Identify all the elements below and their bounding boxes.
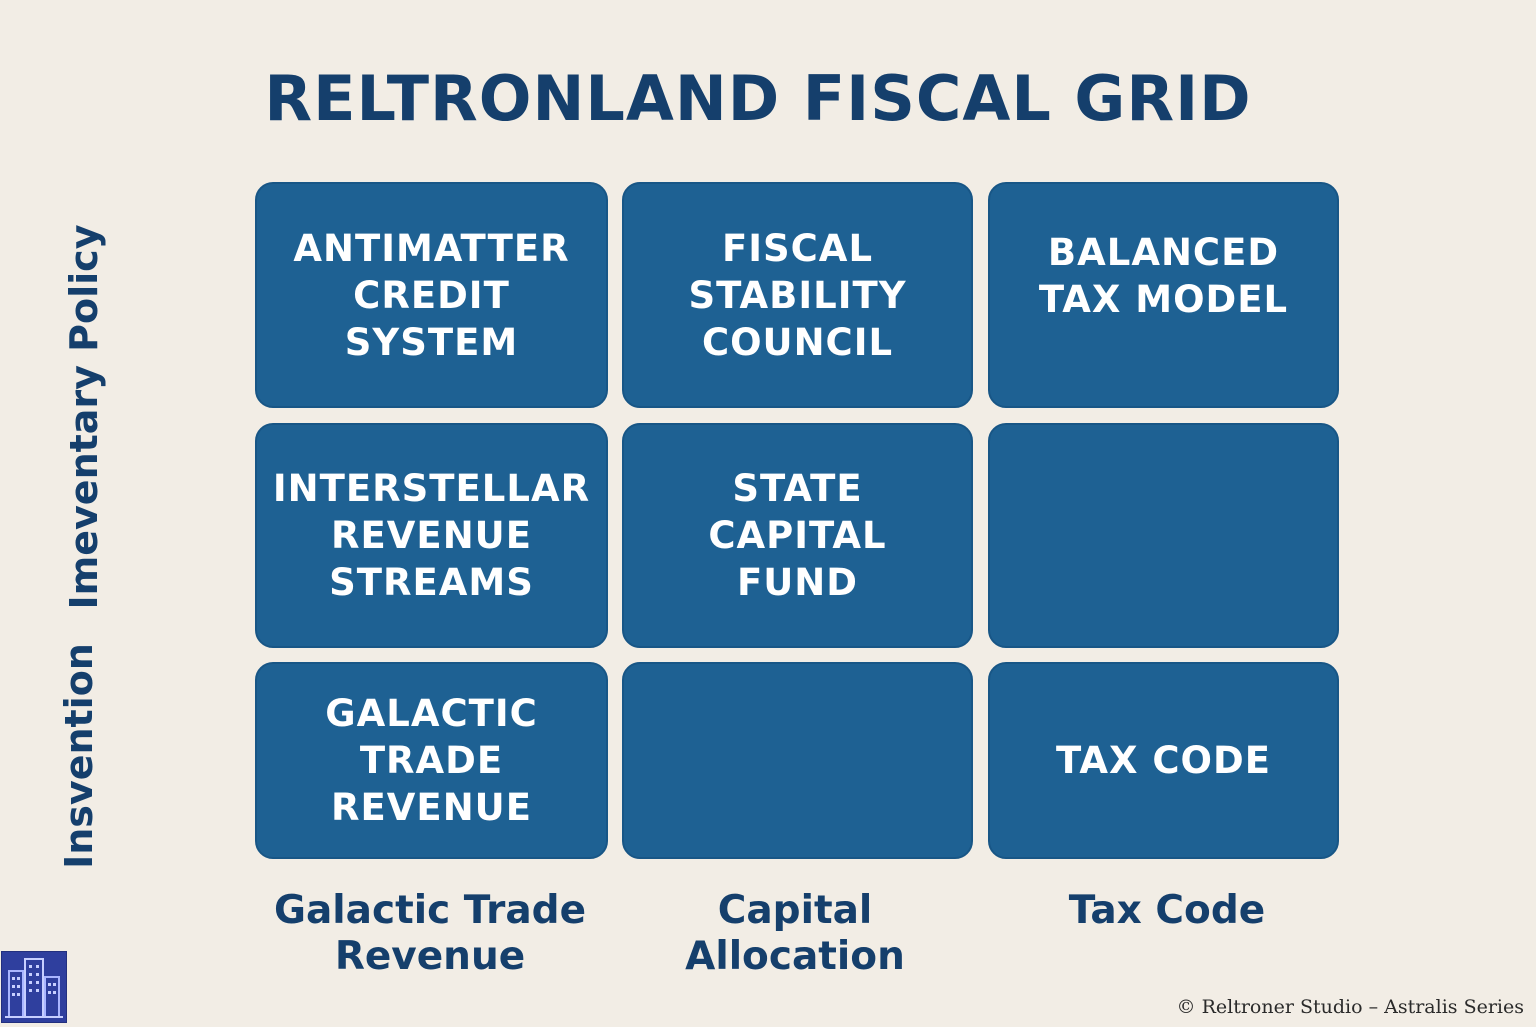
column-label-tax-code: Tax Code xyxy=(1068,888,1266,933)
grid-tile-r3c2 xyxy=(622,662,973,859)
grid-tile-r1c1: ANTIMATTER CREDIT SYSTEM xyxy=(255,182,608,408)
tile-label: ANTIMATTER CREDIT SYSTEM xyxy=(293,226,570,364)
tile-label: STATE CAPITAL FUND xyxy=(708,467,887,604)
grid-tile-r3c1: GALACTIC TRADE REVENUE xyxy=(255,662,608,859)
tile-label: INTERSTELLAR REVENUE STREAMS xyxy=(272,467,591,604)
row-label-insvention: Insvention xyxy=(57,643,101,869)
grid-tile-r1c2: FISCAL STABILITY COUNCIL xyxy=(622,182,973,408)
city-buildings-icon xyxy=(1,951,67,1023)
tile-label: TAX CODE xyxy=(1055,739,1271,782)
column-label-galactic-trade-revenue: Galactic Trade Revenue xyxy=(273,888,587,979)
grid-tile-r1c3: BALANCED TAX MODEL xyxy=(988,182,1339,408)
row-label-imeventary-policy: Imeventary Policy xyxy=(62,224,106,610)
tile-label: FISCAL STABILITY COUNCIL xyxy=(688,226,907,364)
copyright-text: © Reltroner Studio – Astralis Series xyxy=(1176,996,1524,1018)
tile-label: GALACTIC TRADE REVENUE xyxy=(325,692,538,829)
column-label-capital-allocation: Capital Allocation xyxy=(685,888,905,979)
page-title: RELTRONLAND FISCAL GRID xyxy=(264,62,1252,135)
tile-label: BALANCED TAX MODEL xyxy=(1038,231,1289,321)
grid-tile-r2c3 xyxy=(988,423,1339,648)
grid-tile-r3c3: TAX CODE xyxy=(988,662,1339,859)
grid-tile-r2c1: INTERSTELLAR REVENUE STREAMS xyxy=(255,423,608,648)
grid-tile-r2c2: STATE CAPITAL FUND xyxy=(622,423,973,648)
